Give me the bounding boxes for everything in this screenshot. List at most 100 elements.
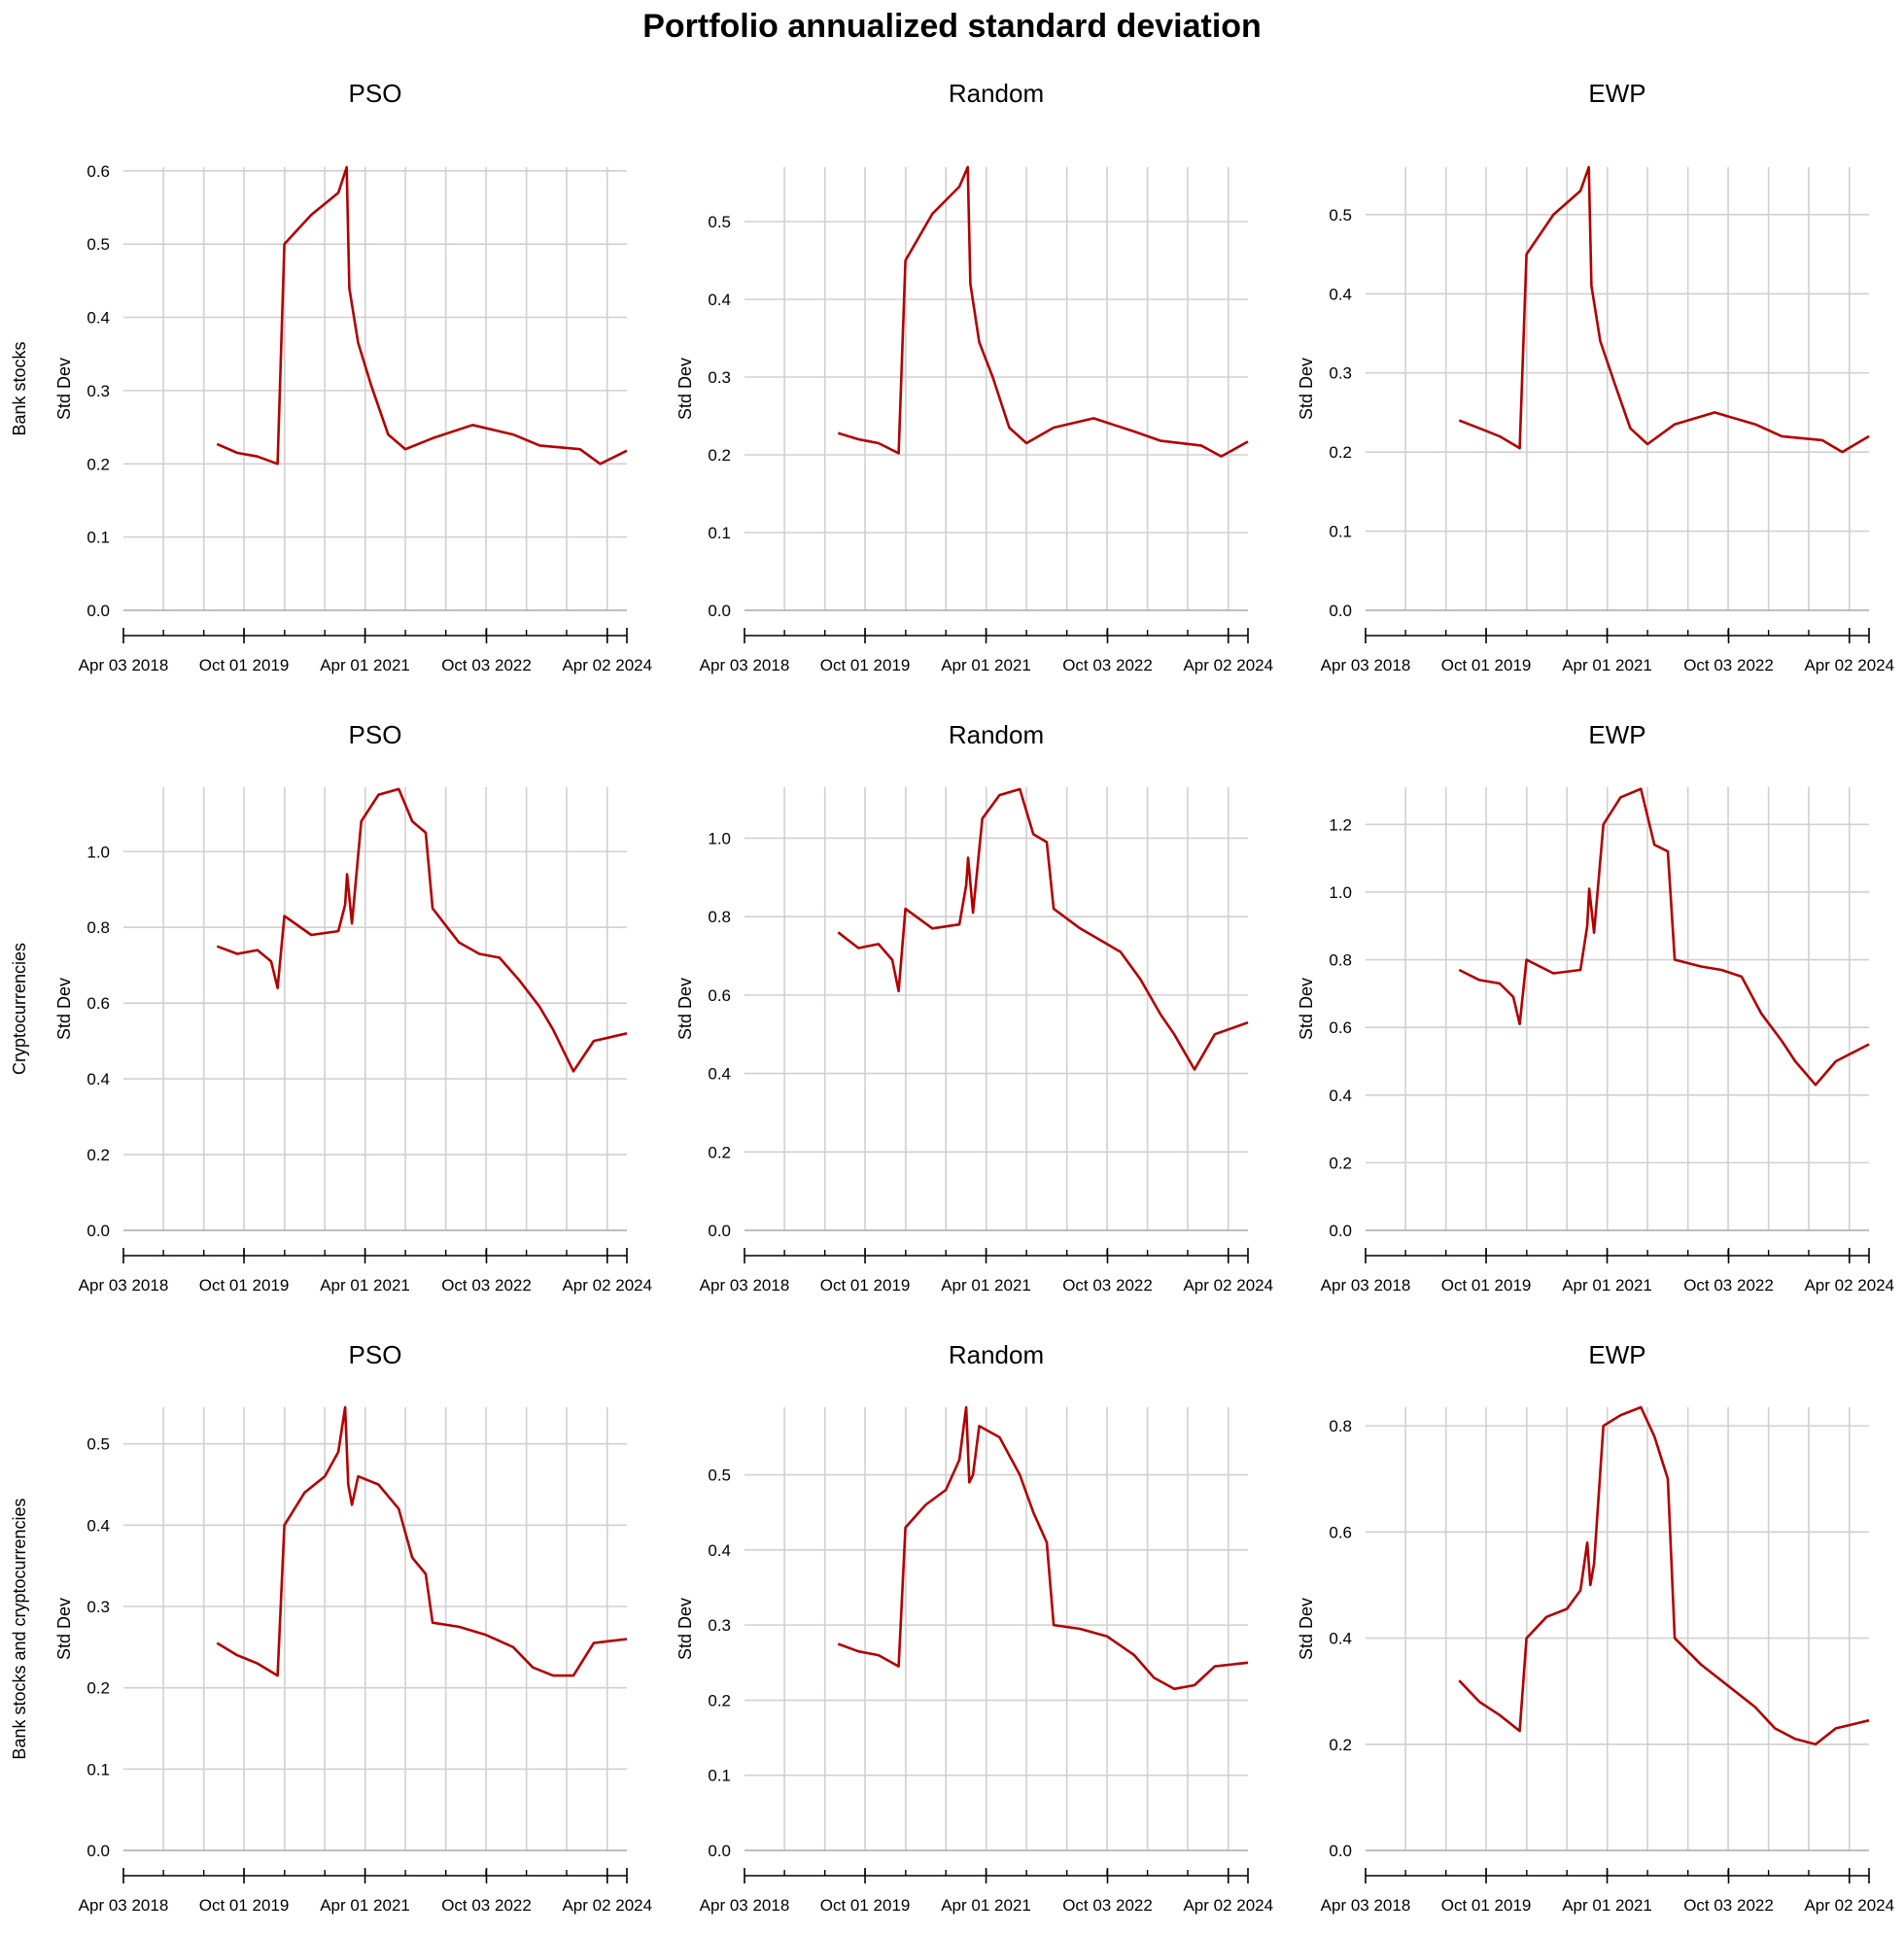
y-tick-label: 0.2	[708, 1143, 731, 1161]
series-line-std-dev	[1458, 787, 1870, 1087]
x-tick-label: Apr 01 2021	[1562, 656, 1652, 674]
row-label-cryptocurrencies: Cryptocurrencies	[10, 943, 29, 1075]
y-tick-label: 0.2	[1329, 1736, 1352, 1754]
y-tick-label: 1.0	[87, 843, 110, 861]
x-tick-label: Apr 03 2018	[700, 1276, 790, 1295]
y-tick-label: 0.5	[87, 235, 110, 254]
x-tick-label: Oct 01 2019	[820, 1276, 911, 1295]
y-tick-label: 0.1	[1329, 523, 1352, 541]
y-tick-label: 0.6	[708, 986, 731, 1005]
y-tick-label: 0.5	[1329, 206, 1352, 224]
y-tick-label: 0.0	[1329, 602, 1352, 620]
page-title: Portfolio annualized standard deviation	[642, 8, 1262, 45]
y-tick-label: 1.2	[1329, 815, 1352, 834]
x-tick-label: Oct 03 2022	[441, 1896, 532, 1915]
y-tick-label: 0.8	[1329, 951, 1352, 970]
x-tick-label: Oct 01 2019	[199, 656, 290, 674]
y-axis-label: Std Dev	[54, 978, 74, 1040]
x-tick-label: Apr 02 2024	[562, 1276, 652, 1295]
panel-bank-stocks-random: 0.0 0.1 0.2 0.3 0.4 0.5 Apr 03 2018 Oct 01 2019…	[675, 79, 1273, 674]
y-tick-label: 0.8	[708, 908, 731, 926]
panel-bank-stocks-and-cryptocurrencies-ewp: 0.0 0.2 0.4 0.6 0.8 Apr 03 2018 Oct 01 2019 Apr…	[1297, 1340, 1894, 1915]
y-tick-label: 0.5	[87, 1435, 110, 1454]
y-tick-label: 0.4	[1329, 285, 1352, 303]
y-tick-label: 0.0	[1329, 1842, 1352, 1860]
x-tick-label: Oct 03 2022	[1683, 1896, 1774, 1915]
x-tick-label: Apr 01 2021	[1562, 1276, 1652, 1295]
panel-title: Random	[949, 720, 1044, 749]
y-tick-label: 0.3	[87, 1598, 110, 1616]
x-tick-label: Apr 01 2021	[1562, 1896, 1652, 1915]
series-line-std-dev	[1458, 165, 1870, 454]
y-tick-label: 0.4	[87, 1516, 110, 1535]
x-tick-label: Oct 03 2022	[1062, 1276, 1153, 1295]
y-tick-label: 0.4	[708, 1065, 731, 1084]
panel-title: Random	[949, 79, 1044, 108]
x-tick-label: Apr 03 2018	[1321, 1276, 1411, 1295]
x-tick-label: Apr 03 2018	[1321, 1896, 1411, 1915]
y-tick-label: 0.2	[87, 455, 110, 473]
x-tick-label: Apr 01 2021	[320, 1896, 410, 1915]
y-tick-label: 0.4	[87, 1070, 110, 1088]
y-tick-label: 0.3	[87, 382, 110, 400]
panel-bank-stocks-and-cryptocurrencies-random: 0.0 0.1 0.2 0.3 0.4 0.5 Apr 03 2018 Oct 01 2019…	[675, 1340, 1273, 1915]
panel-bank-stocks-pso: 0.0 0.1 0.2 0.3 0.4 0.5 0.6 Apr 03 2018 Oct 01 2…	[54, 79, 652, 674]
y-tick-label: 0.3	[1329, 364, 1352, 383]
panel-bank-stocks-and-cryptocurrencies-pso: 0.0 0.1 0.2 0.3 0.4 0.5 Apr 03 2018 Oct 01 2019…	[54, 1340, 652, 1915]
x-tick-label: Apr 02 2024	[1804, 1896, 1894, 1915]
y-axis-label: Std Dev	[1297, 978, 1316, 1040]
y-tick-label: 1.0	[708, 829, 731, 847]
y-tick-label: 1.0	[1329, 883, 1352, 902]
x-tick-label: Apr 03 2018	[1321, 656, 1411, 674]
panel-title: EWP	[1588, 720, 1645, 749]
y-tick-label: 0.2	[708, 1691, 731, 1710]
y-tick-label: 0.4	[1329, 1630, 1352, 1648]
panel-title: PSO	[349, 720, 402, 749]
y-tick-label: 0.2	[708, 446, 731, 465]
x-tick-label: Apr 03 2018	[700, 1896, 790, 1915]
y-tick-label: 0.2	[1329, 1154, 1352, 1172]
y-tick-label: 0.0	[87, 1222, 110, 1240]
x-tick-label: Apr 02 2024	[1183, 1896, 1273, 1915]
x-tick-label: Apr 02 2024	[1804, 656, 1894, 674]
y-tick-label: 0.1	[708, 524, 731, 542]
series-line-std-dev	[837, 787, 1249, 1071]
y-tick-label: 0.3	[708, 368, 731, 387]
row-label-bank-stocks-and-cryptocurrencies: Bank stocks and cryptocurrencies	[10, 1498, 29, 1759]
x-tick-label: Apr 01 2021	[320, 656, 410, 674]
x-tick-label: Apr 02 2024	[562, 656, 652, 674]
series-line-std-dev	[216, 1405, 628, 1677]
x-tick-label: Oct 03 2022	[1062, 656, 1153, 674]
series-line-std-dev	[216, 787, 628, 1073]
y-tick-label: 0.6	[1329, 1523, 1352, 1541]
y-tick-label: 0.1	[87, 529, 110, 547]
y-tick-label: 0.0	[87, 1842, 110, 1860]
y-tick-label: 0.4	[708, 291, 731, 309]
x-tick-label: Apr 01 2021	[320, 1276, 410, 1295]
y-axis-label: Std Dev	[675, 978, 695, 1040]
x-tick-label: Oct 01 2019	[820, 656, 911, 674]
y-tick-label: 0.4	[708, 1541, 731, 1560]
x-tick-label: Oct 03 2022	[441, 1276, 532, 1295]
y-tick-label: 0.1	[87, 1760, 110, 1779]
x-tick-label: Apr 02 2024	[562, 1896, 652, 1915]
x-tick-label: Apr 03 2018	[79, 1896, 169, 1915]
y-tick-label: 0.2	[1329, 443, 1352, 462]
x-tick-label: Apr 02 2024	[1183, 1276, 1273, 1295]
panel-title: EWP	[1588, 1340, 1645, 1369]
y-axis-label: Std Dev	[1297, 358, 1316, 420]
x-tick-label: Apr 02 2024	[1183, 656, 1273, 674]
panel-title: PSO	[349, 1340, 402, 1369]
x-tick-label: Oct 03 2022	[1683, 1276, 1774, 1295]
y-axis-label: Std Dev	[54, 358, 74, 420]
x-tick-label: Oct 01 2019	[199, 1276, 290, 1295]
x-tick-label: Apr 03 2018	[79, 656, 169, 674]
y-tick-label: 0.3	[708, 1616, 731, 1635]
x-tick-label: Oct 03 2022	[1683, 656, 1774, 674]
y-tick-label: 0.0	[708, 1842, 731, 1860]
x-tick-label: Oct 01 2019	[820, 1896, 911, 1915]
x-tick-label: Apr 02 2024	[1804, 1276, 1894, 1295]
y-tick-label: 0.2	[87, 1146, 110, 1164]
x-tick-label: Oct 03 2022	[441, 656, 532, 674]
